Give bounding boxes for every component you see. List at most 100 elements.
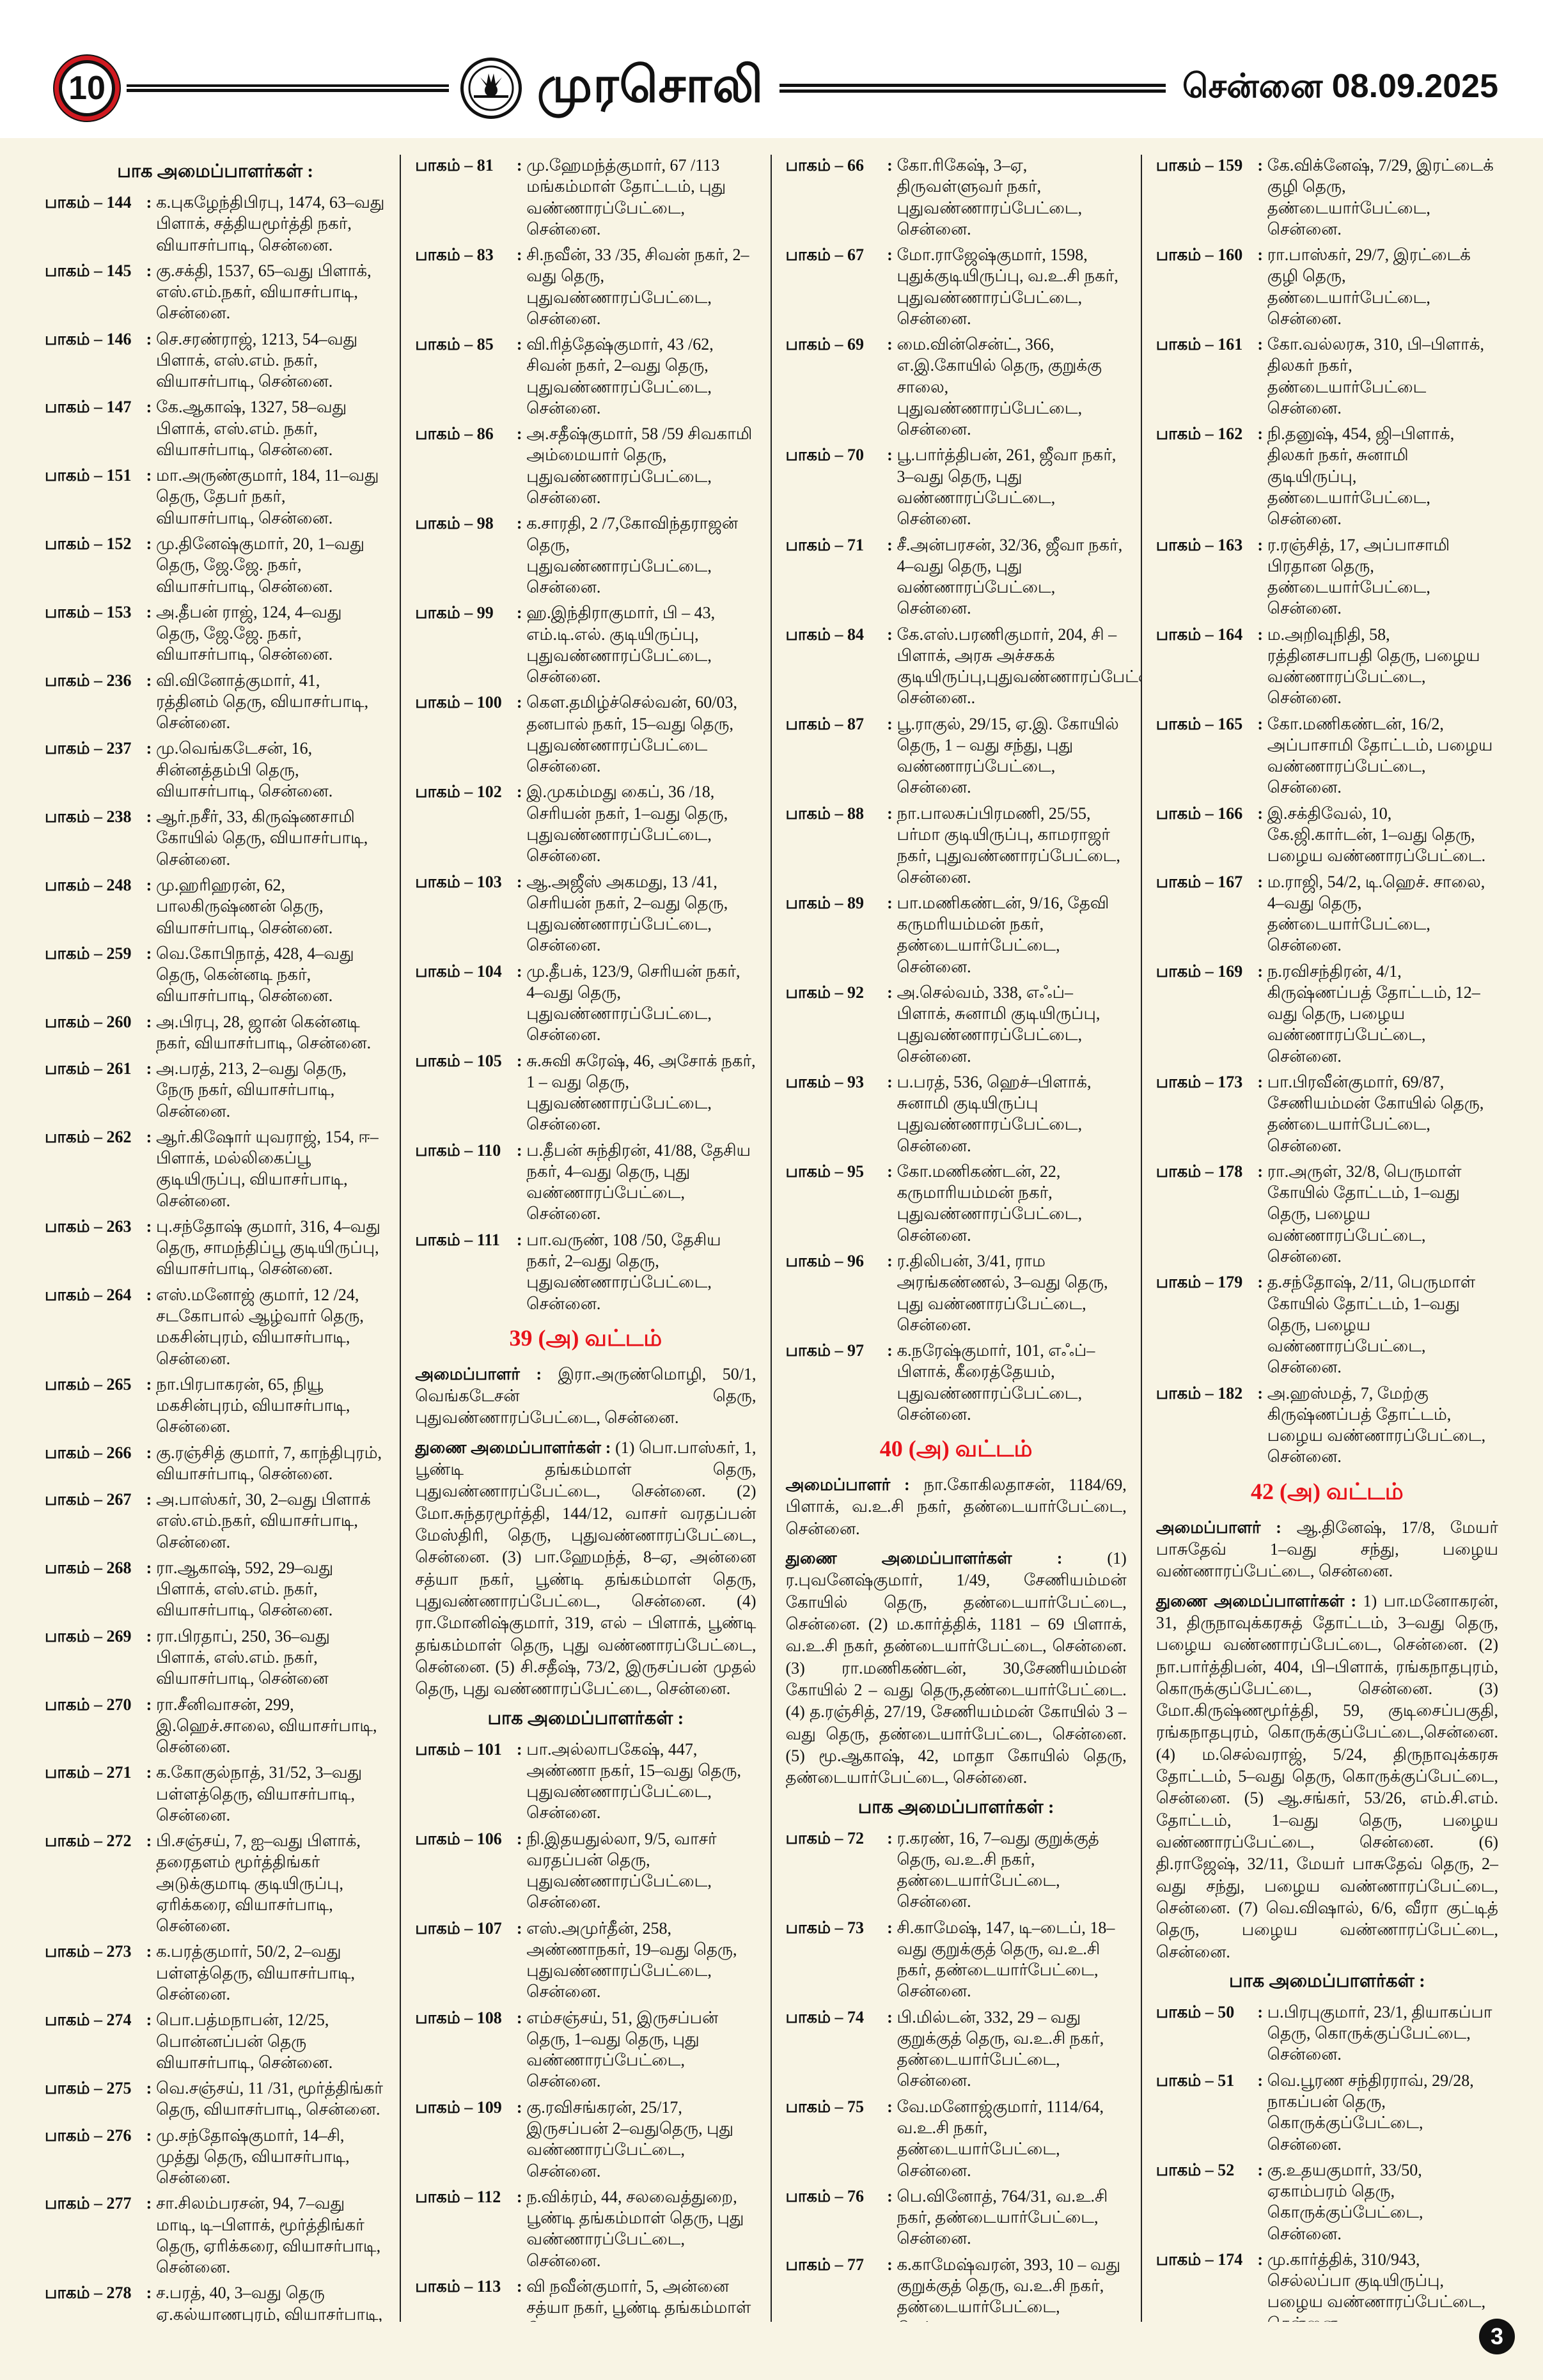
part-entry-colon: : [146, 875, 152, 894]
part-entry: பாகம் – 271: க.கோகுல்நாத், 31/52, 3–வது ப… [45, 1762, 386, 1826]
part-entry: பாகம் – 153: அ.தீபன் ராஜ், 124, 4–வது தெர… [45, 602, 386, 665]
part-entry-number: பாகம் – 84 [785, 625, 864, 644]
part-entry: பாகம் – 162: நி.தனுஷ், 454, ஜி–பிளாக், தி… [1156, 423, 1498, 529]
part-entry-number: பாகம் – 110 [415, 1140, 501, 1160]
part-entry-number: பாகம் – 87 [785, 714, 864, 733]
part-entry: பாகம் – 84: கே.எஸ்.பரணிகுமார், 204, சி – … [785, 624, 1141, 709]
part-entry-colon: : [887, 535, 893, 554]
officer-paragraph: அமைப்பாளர் : இரா.அருண்மொழி, 50/1, வெங்கட… [415, 1364, 756, 1427]
part-entry-number: பாகம் – 266 [45, 1443, 132, 1462]
part-entry-text: ப.பிரபுகுமார், 23/1, தியாகப்பா தெரு, கொர… [1267, 2002, 1492, 2064]
part-entry-number: பாகம் – 146 [45, 329, 132, 348]
part-entry-text: செ.சரண்ராஜ், 1213, 54–வது பிளாக், எஸ்.எம… [156, 329, 358, 391]
part-entry-text: வே.மனோஜ்குமார், 1114/64, வ.உ.சி நகர், தண… [897, 2097, 1104, 2180]
part-entry-colon: : [887, 893, 893, 912]
part-entry: பாகம் – 103: ஆ.அஜீஸ் அகமது, 13 /41, செரிய… [415, 871, 756, 956]
column-2: பாகம் – 81: மு.ஹேமந்த்குமார், 67 /113 மங்… [401, 155, 772, 2322]
part-entry-number: பாகம் – 83 [415, 245, 494, 265]
part-entry-text: கே.ஆகாஷ், 1327, 58–வது பிளாக், எஸ்.எம். … [156, 398, 347, 459]
part-entry-number: பாகம் – 248 [45, 875, 132, 894]
part-entry-colon: : [516, 782, 522, 802]
ward-heading: 39 (அ) வட்டம் [509, 1325, 662, 1351]
part-entry: பாகம் – 106: நி.இதயதுல்லா, 9/5, வாசர் வரத… [415, 1828, 756, 1913]
part-entry-colon: : [146, 1558, 152, 1577]
part-entry: பாகம் – 89: பா.மணிகண்டன், 9/16, தேவி கரும… [786, 892, 1127, 977]
part-entry-number: பாகம் – 96 [785, 1252, 864, 1271]
part-entry: பாகம் – 263: பு.சந்தோஷ் குமார், 316, 4–வத… [45, 1216, 386, 1280]
part-entry: பாகம் – 111: பா.வருண், 108 /50, தேசிய நகர… [415, 1229, 756, 1314]
part-entry: பாகம் – 260: அ.பிரபு, 28, ஜான் கென்னடி நக… [45, 1011, 386, 1054]
part-entry-colon: : [1257, 1383, 1264, 1403]
part-entry-colon: : [1257, 2002, 1264, 2021]
part-entry: பாகம் – 83: சி.நவீன், 33 /35, சிவன் நகர்,… [415, 244, 756, 329]
part-entry-text: அ.தீபன் ராஜ், 124, 4–வது தெரு, ஜே.ஜே. நக… [156, 602, 342, 664]
part-entry-colon: : [887, 983, 893, 1002]
part-entry-number: பாகம் – 89 [785, 893, 864, 912]
part-entry-colon: : [516, 2097, 522, 2117]
part-entry: பாகம் – 238: ஆர்.நசீர், 33, கிருஷ்ணசாமி க… [45, 806, 386, 870]
part-entry: பாகம் – 276: மு.சந்தோஷ்குமார், 14–சி, முத… [45, 2125, 386, 2189]
part-entry-number: பாகம் – 260 [45, 1012, 132, 1031]
part-entry-text: சி.காமேஷ், 147, டி–டைப், 18–வது குறுக்கு… [897, 1918, 1115, 2001]
part-entry-number: பாகம் – 153 [45, 602, 132, 621]
part-entry-colon: : [516, 1918, 522, 1938]
part-entry-number: பாகம் – 259 [45, 944, 132, 963]
part-entry-colon: : [516, 1230, 522, 1249]
part-entry-colon: : [516, 335, 522, 354]
section-heading: பாக அமைப்பாளர்கள் : [487, 1707, 684, 1729]
part-entry-colon: : [146, 1059, 152, 1078]
part-entry: பாகம் – 151: மா.அருண்குமார், 184, 11–வது … [45, 465, 386, 529]
page-number: 10 [68, 70, 106, 107]
part-entry: பாகம் – 269: ரா.பிரதாப், 250, 36–வது பிளா… [45, 1626, 386, 1690]
part-entry-number: பாகம் – 104 [415, 961, 502, 981]
part-entry-colon: : [146, 1443, 152, 1462]
part-entry: பாகம் – 262: ஆர்.கிஷோர் யுவராஜ், 154, ஈ–ப… [45, 1126, 386, 1211]
part-entry-colon: : [146, 739, 152, 758]
part-entry-text: பா.மணிகண்டன், 9/16, தேவி கருமரியம்மன் நக… [897, 893, 1109, 976]
part-entry-text: ஹ.இந்திராகுமார், பி – 43, எம்.டி.எல். கு… [526, 603, 716, 687]
part-entry-text: கோ.மணிகண்டன், 16/2, அப்பாசாமி தோட்டம், ப… [1267, 714, 1493, 797]
part-entry-text: மு.தினேஷ்குமார், 20, 1–வது தெரு, ஜே.ஜே. … [156, 534, 364, 596]
part-entry-text: ப.பரத், 536, ஹெச்–பிளாக், சுனாமி குடியிர… [897, 1072, 1092, 1155]
part-entry-colon: : [887, 2097, 893, 2116]
part-entry-colon: : [146, 671, 152, 690]
part-entry-colon: : [146, 193, 152, 212]
part-entry: பாகம் – 69: மை.வின்சென்ட், 366, எ.இ.கோயில… [786, 334, 1127, 440]
part-entry-text: பெ.வினோத், 764/31, வ.உ.சி நகர், தண்டையார… [897, 2186, 1108, 2248]
part-entry-text: ப.தீபன் சுந்திரன், 41/88, தேசிய நகர், 4–… [526, 1140, 751, 1224]
part-entry-colon: : [516, 2187, 522, 2206]
part-entry-text: ம.அறிவுநிதி, 58, ரத்தினசபாபதி தெரு, பழைய… [1267, 625, 1480, 708]
part-entry-colon: : [516, 2008, 522, 2027]
part-entry-text: மு.சந்தோஷ்குமார், 14–சி, முத்து தெரு, வி… [156, 2126, 350, 2188]
section-heading: பாக அமைப்பாளர்கள் : [117, 161, 314, 182]
part-entry: பாகம் – 274: பொ.பத்மநாபன், 12/25, பொன்னப்… [45, 2009, 386, 2073]
part-entry-text: க.காமேஷ்வரன், 393, 10 – வது குறுக்குத் த… [897, 2255, 1121, 2322]
part-entry: பாகம் – 144: க.புகழேந்திபிரபு, 1474, 63–வ… [45, 192, 386, 256]
part-entry-colon: : [516, 872, 522, 891]
part-entry-text: ரா.பாஸ்கர், 29/7, இரட்டைக் குழி தெரு, தண… [1267, 245, 1471, 328]
part-entry-colon: : [146, 1695, 152, 1714]
part-entry-text: கு.ரஞ்சித் குமார், 7, காந்திபுரம், வியாச… [156, 1443, 382, 1483]
part-entry: பாகம் – 87: பூ.ராகுல், 29/15, ஏ.இ. கோயில்… [786, 713, 1127, 798]
part-entry-number: பாகம் – 163 [1155, 535, 1243, 554]
part-entry-number: பாகம் – 77 [785, 2255, 864, 2274]
part-entry-number: பாகம் – 71 [785, 535, 864, 554]
part-entry: பாகம் – 74: பி.மில்டன், 332, 29 – வது குற… [786, 2007, 1127, 2092]
part-entry-text: கௌ.தமிழ்ச்செல்வன், 60/03, தனபால் நகர், 1… [526, 693, 737, 776]
page-number-badge: 10 [59, 60, 115, 116]
part-entry: பாகம் – 169: ந.ரவிசந்திரன், 4/1, கிருஷ்ணப… [1156, 961, 1498, 1067]
part-entry-colon: : [887, 714, 893, 733]
part-entry-colon: : [887, 446, 893, 465]
part-entry-colon: : [887, 1828, 893, 1847]
part-entry: பாகம் – 161: கோ.வல்லரசு, 310, பி–பிளாக், … [1156, 334, 1498, 419]
part-entry: பாகம் – 152: மு.தினேஷ்குமார், 20, 1–வது த… [45, 533, 386, 597]
part-entry-text: வி நவீன்குமார், 5, அன்னை சத்யா நகர், பூண… [526, 2276, 751, 2322]
part-entry: பாகம் – 101: பா.அல்லாபகேஷ், 447, அண்ணா நக… [415, 1739, 756, 1824]
part-entry: பாகம் – 147: கே.ஆகாஷ், 1327, 58–வது பிளாக… [45, 396, 386, 460]
part-entry-colon: : [516, 1051, 522, 1070]
officer-paragraph: துணை அமைப்பாளர்கள் : 1) பா.மனோகரன், 31, … [1155, 1591, 1499, 1961]
part-entry-text: க.கோகுல்நாத், 31/52, 3–வது பள்ளத்தெரு, வ… [156, 1763, 363, 1824]
part-entry-number: பாகம் – 267 [45, 1490, 132, 1509]
part-entry-number: பாகம் – 50 [1155, 2002, 1235, 2021]
part-entry: பாகம் – 264: எஸ்.மனோஜ் குமார், 12 /24, சட… [45, 1284, 386, 1369]
